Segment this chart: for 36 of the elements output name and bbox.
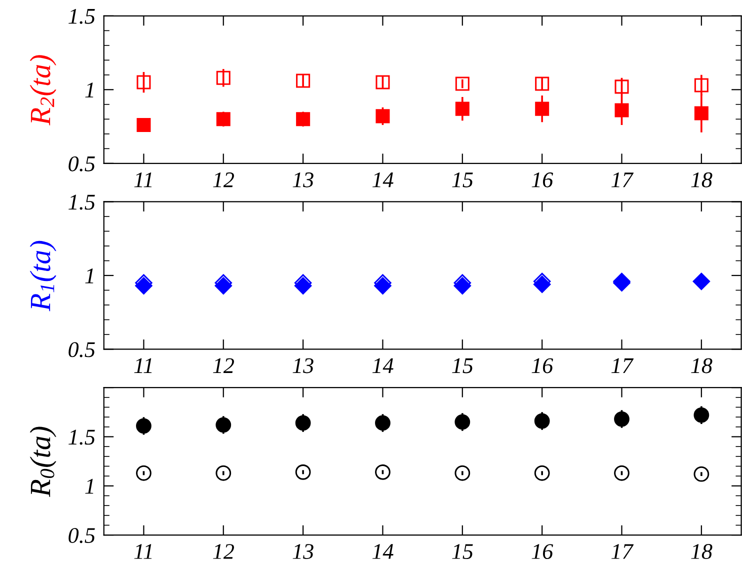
x-tick-label: 18 [691,172,712,188]
x-tick-label: 13 [292,544,314,560]
x-tick-label: 13 [292,358,314,374]
y-axis-title: R$_{1}$(ta) [30,240,56,312]
y-tick-label: 1.5 [68,8,95,24]
x-tick-label: 13 [292,172,314,188]
x-tick-label: 16 [532,358,554,374]
x-tick-label: 12 [213,358,234,373]
x-tick-label: 12 [213,544,234,559]
y-tick-label: 1.5 [68,430,95,445]
y-axis-title: R$_{0}$(ta) [30,426,56,498]
y-tick-label: 1 [85,82,94,98]
x-tick-label: 15 [452,358,473,374]
x-tick-label: 17 [611,358,634,373]
y-tick-label: 0.5 [68,342,95,358]
y-tick-label: 1 [85,268,94,284]
y-tick-label: 1 [85,478,94,494]
x-tick-label: 16 [532,544,554,560]
x-tick-label: 16 [532,172,554,188]
x-tick-label: 15 [452,544,473,560]
x-tick-label: 17 [611,172,634,188]
y-tick-label: 1.5 [68,194,95,210]
y-tick-label: 0.5 [68,528,95,544]
y-axis-title: R$_{2}$(ta) [30,55,56,126]
x-tick-label: 15 [452,172,473,188]
x-tick-label: 14 [372,172,394,188]
y-tick-label: 0.5 [68,156,95,172]
x-tick-label: 14 [372,544,394,559]
x-tick-label: 14 [372,358,394,373]
x-tick-label: 18 [691,358,712,374]
x-tick-label: 11 [134,358,152,373]
x-tick-label: 12 [213,172,234,188]
x-tick-label: 18 [691,544,712,560]
x-tick-label: 17 [611,544,634,559]
x-tick-label: 11 [134,172,152,188]
x-tick-label: 11 [134,544,152,559]
